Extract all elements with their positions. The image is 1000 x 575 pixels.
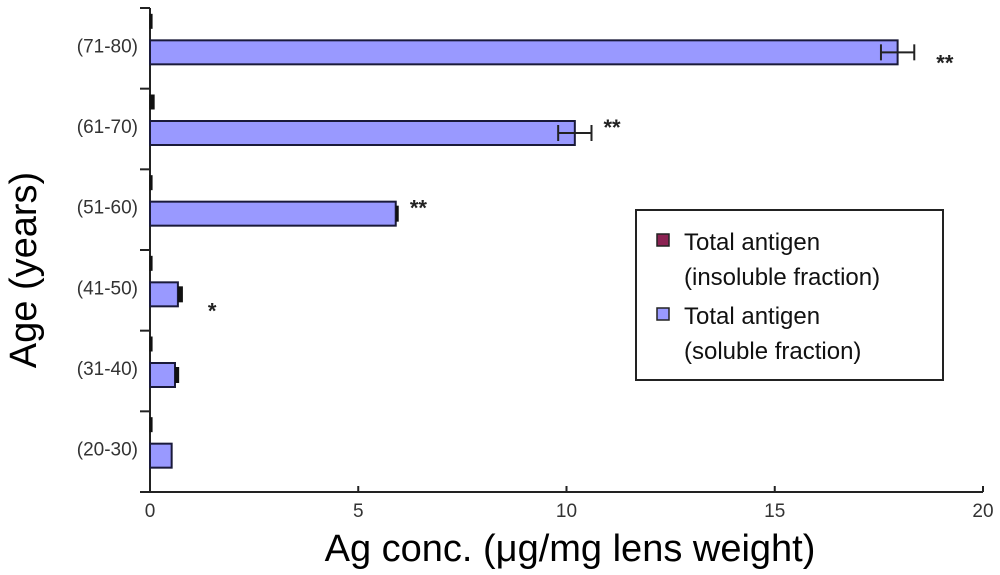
axes: 0 5 10 15 20 (71-80) (61-70) (51-60) (41-50) (31-… — [77, 7, 994, 522]
legend-label-insoluble-line1: Total antigen — [684, 229, 820, 256]
legend-box — [635, 209, 944, 381]
significance-marker: ** — [936, 50, 954, 75]
x-tick-label: 10 — [556, 501, 577, 522]
y-axis-title: Age (years) — [3, 172, 45, 368]
significance-marker: * — [208, 298, 217, 323]
y-category-label: (31-40) — [77, 359, 138, 380]
bar-soluble — [149, 200, 397, 227]
y-category-label: (20-30) — [77, 440, 138, 461]
x-tick-label: 0 — [145, 501, 156, 522]
y-category-label: (61-70) — [77, 117, 138, 138]
x-axis-title: Ag conc. (μg/mg lens weight) — [325, 528, 816, 570]
legend-swatch-soluble — [656, 307, 670, 321]
bar-insoluble — [149, 94, 155, 110]
y-category-label: (51-60) — [77, 198, 138, 219]
bar-soluble — [149, 362, 176, 388]
legend-swatch-insoluble — [656, 233, 670, 247]
error-bar — [177, 286, 183, 303]
bar-soluble — [149, 442, 173, 469]
x-tick-label: 20 — [972, 501, 993, 522]
significance-marker: ** — [410, 196, 428, 221]
error-bar — [395, 205, 399, 222]
legend-label-insoluble-line2: (insoluble fraction) — [684, 264, 880, 291]
legend: Total antigen (insoluble fraction) Total… — [635, 209, 944, 381]
bars: ******* — [149, 13, 954, 469]
bar-insoluble — [149, 13, 153, 29]
bar-soluble — [149, 39, 899, 66]
error-bar — [174, 367, 180, 383]
legend-label-soluble-line1: Total antigen — [684, 303, 820, 330]
bar-insoluble — [149, 417, 153, 433]
bar-insoluble — [149, 336, 153, 352]
significance-marker: ** — [603, 115, 621, 140]
bar-insoluble — [149, 255, 153, 271]
bar-soluble — [149, 281, 179, 308]
x-tick-label: 5 — [353, 501, 364, 522]
legend-label-soluble-line2: (soluble fraction) — [684, 338, 861, 365]
y-category-label: (71-80) — [77, 36, 138, 57]
bar-insoluble — [149, 175, 153, 191]
y-category-label: (41-50) — [77, 278, 138, 299]
bar-soluble — [149, 120, 576, 146]
x-tick-label: 15 — [764, 501, 785, 522]
